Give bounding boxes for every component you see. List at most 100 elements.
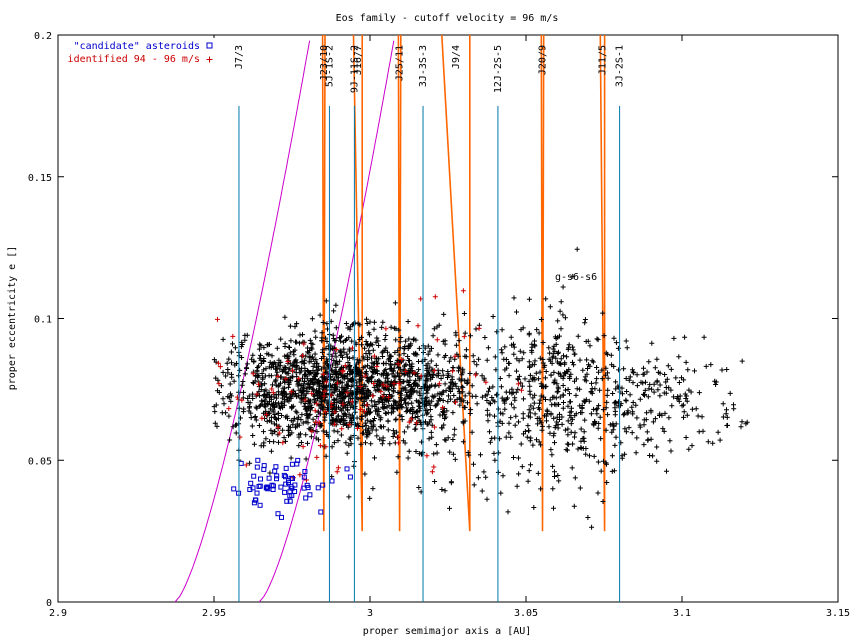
point-family-member (460, 384, 466, 390)
point-family-member (422, 395, 428, 401)
point-candidate (302, 469, 308, 474)
point-family-member (306, 359, 312, 365)
point-family-member (303, 411, 309, 417)
point-family-member (529, 362, 535, 368)
point-family-member (305, 376, 311, 382)
point-family-member (547, 350, 553, 356)
point-identified (383, 326, 389, 332)
point-family-member (587, 453, 592, 459)
point-family-member (630, 400, 636, 405)
point-family-member (276, 423, 282, 429)
point-candidate (283, 465, 289, 471)
point-identified (285, 359, 291, 364)
point-family-member (604, 480, 610, 485)
point-family-member (268, 365, 274, 371)
point-family-member (416, 345, 422, 351)
point-family-member (437, 397, 443, 403)
point-family-member (582, 417, 588, 423)
point-family-member (689, 443, 695, 449)
point-family-member (441, 389, 447, 395)
point-family-member (464, 381, 470, 386)
point-family-member (312, 328, 318, 334)
point-family-member (664, 376, 670, 382)
point-family-member (227, 437, 233, 443)
point-family-member (304, 368, 310, 373)
point-family-member (319, 330, 325, 336)
point-family-member (555, 473, 561, 478)
point-candidate (258, 476, 263, 482)
point-candidate (283, 474, 288, 480)
point-family-member (644, 369, 650, 375)
point-family-member (526, 378, 532, 384)
point-family-member (397, 339, 403, 345)
point-family-member (278, 336, 284, 342)
point-family-member (634, 372, 640, 378)
point-family-member (312, 361, 318, 367)
point-family-member (318, 411, 324, 417)
point-family-member (301, 386, 307, 392)
point-family-member (395, 348, 401, 354)
point-identified (395, 440, 401, 446)
point-family-member (463, 347, 469, 353)
point-family-member (517, 348, 523, 354)
point-identified (334, 380, 340, 386)
point-identified (357, 384, 363, 389)
point-candidate (254, 490, 260, 496)
point-family-member (550, 353, 556, 359)
point-family-member (329, 474, 335, 480)
point-identified (374, 364, 380, 370)
point-candidate (270, 487, 276, 492)
y-tick-label: 0.1 (34, 315, 52, 326)
x-axis-label: proper semimajor axis a [AU] (363, 626, 532, 637)
point-family-member (487, 385, 492, 391)
point-family-member (291, 362, 297, 368)
point-family-member (326, 343, 332, 349)
point-family-member (271, 400, 276, 406)
point-family-member (367, 351, 373, 357)
point-family-member (633, 402, 639, 408)
point-family-member (317, 312, 323, 318)
point-family-member (442, 416, 448, 421)
point-family-member (585, 338, 591, 344)
point-identified (322, 388, 328, 394)
point-family-member (343, 393, 348, 399)
resonance-labels: J23/10 J16/7 J25/11 J9/4 J20/9 J11/5 J7/3 5J-1S… (234, 45, 626, 93)
point-family-member (306, 350, 312, 356)
point-family-member (542, 375, 548, 381)
point-family-member (460, 389, 466, 395)
point-family-member (357, 376, 362, 382)
point-identified (259, 415, 265, 421)
point-family-member (536, 406, 542, 412)
point-family-member (347, 363, 353, 368)
point-family-member (283, 369, 289, 375)
point-candidate (247, 487, 253, 492)
point-family-member (526, 359, 532, 365)
point-family-member (558, 356, 564, 362)
point-family-member (509, 386, 515, 392)
point-family-member (536, 376, 542, 382)
point-identified (316, 420, 322, 426)
point-family-member (406, 336, 412, 342)
point-family-member (484, 392, 490, 398)
point-family-member (211, 404, 217, 410)
point-family-member (574, 386, 580, 392)
point-family-member (426, 436, 432, 442)
point-family-member (626, 425, 632, 431)
point-candidate (315, 485, 321, 491)
point-candidate (238, 460, 244, 466)
point-family-member (363, 339, 369, 344)
point-candidate (257, 502, 263, 508)
point-family-member (564, 354, 570, 360)
point-family-member (613, 379, 619, 385)
point-family-member (684, 398, 690, 404)
point-family-member (392, 350, 398, 355)
point-family-member (335, 392, 341, 398)
point-family-member (246, 393, 252, 399)
point-family-member (293, 339, 298, 345)
point-family-member (612, 442, 618, 448)
point-family-member (671, 335, 677, 341)
point-family-member (388, 324, 394, 330)
point-identified (399, 357, 405, 362)
point-family-member (308, 345, 314, 351)
point-family-member (285, 384, 291, 390)
